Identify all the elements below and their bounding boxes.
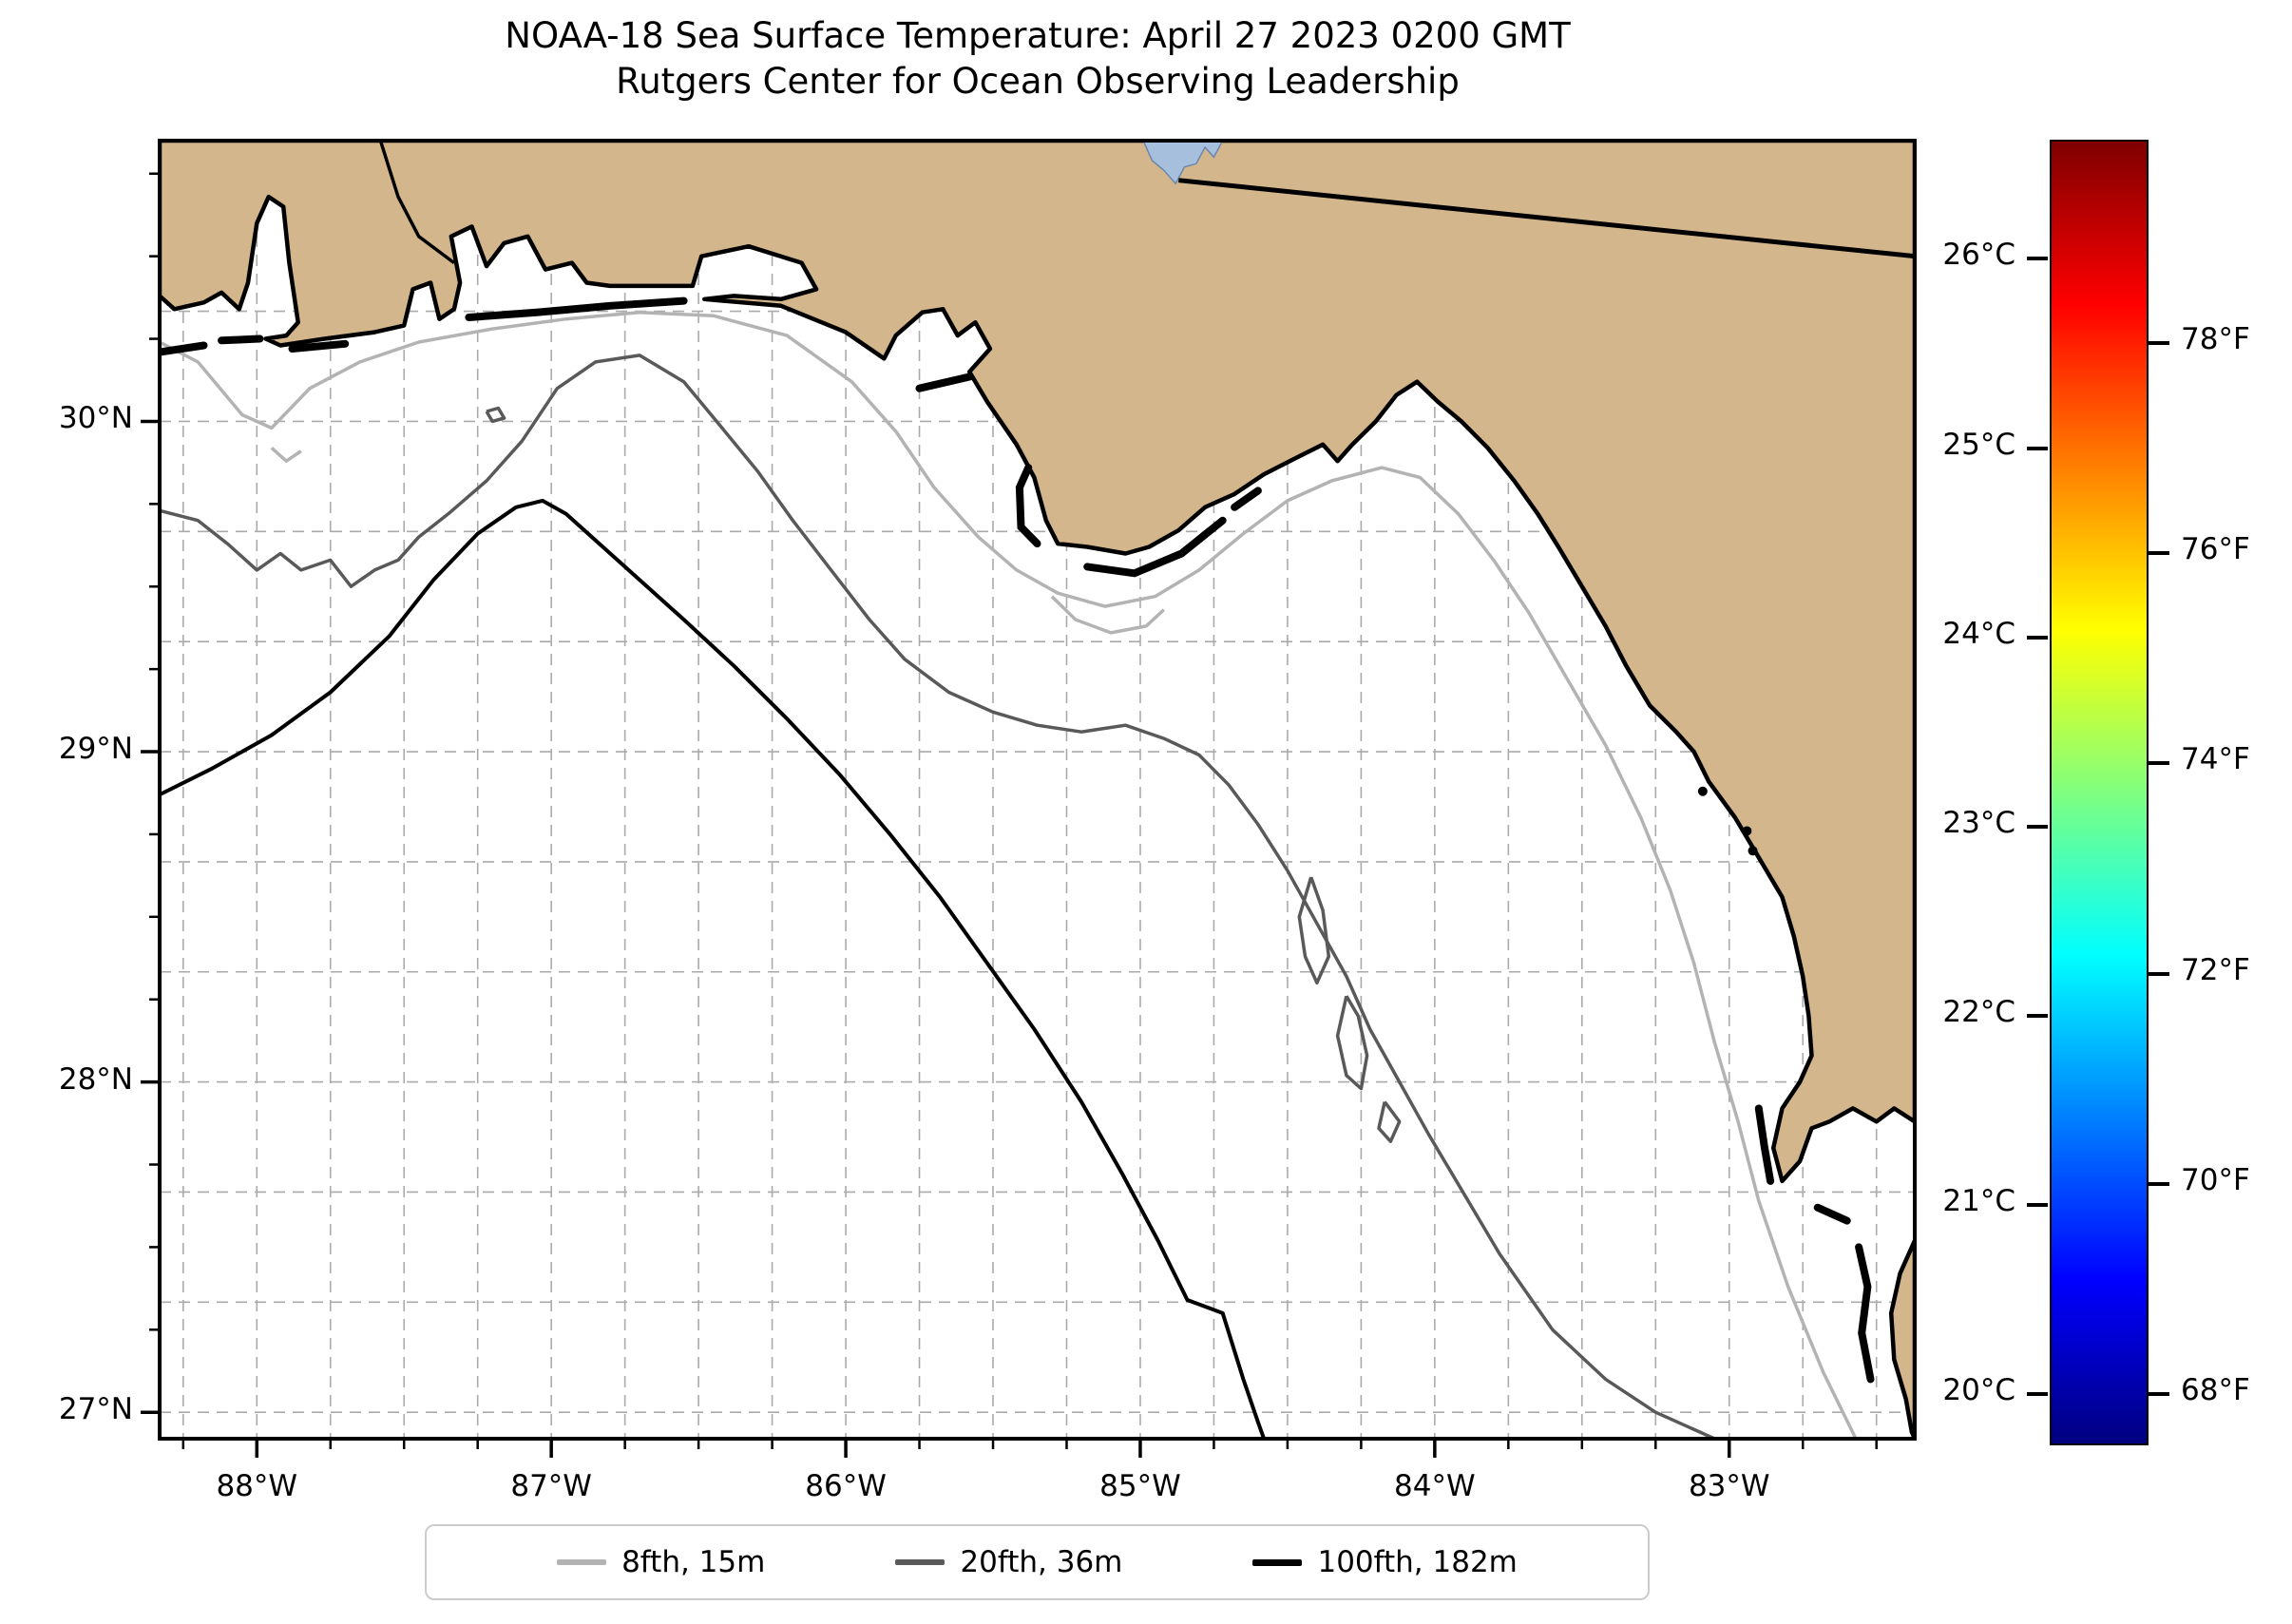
colorbar-tick <box>2149 1181 2169 1186</box>
state-border-line <box>1178 178 1915 259</box>
colorbar-tick <box>2027 635 2048 640</box>
colorbar-fahrenheit-label: 72°F <box>2181 952 2250 987</box>
barrier-island <box>218 334 264 345</box>
x-tick-label: 85°W <box>1099 1469 1181 1503</box>
colorbar-tick <box>2149 971 2169 976</box>
colorbar-tick <box>2027 446 2048 450</box>
islet-dot <box>1697 786 1708 796</box>
colorbar <box>2050 140 2149 1445</box>
islet-dot <box>1748 846 1758 856</box>
colorbar-tick <box>2149 1392 2169 1397</box>
legend-item-100fth: 100fth, 182m <box>1252 1545 1518 1579</box>
y-tick-label: 30°N <box>58 401 133 436</box>
contour-20fth <box>1335 995 1369 1091</box>
legend-item-20fth: 20fth, 36m <box>895 1545 1122 1579</box>
colorbar-celsius-label: 22°C <box>1942 994 2015 1029</box>
colorbar-tick <box>2149 761 2169 766</box>
land-polygon <box>160 141 1915 1184</box>
colorbar-celsius-label: 26°C <box>1942 238 2015 273</box>
contour-8fth <box>270 446 302 463</box>
barrier-island <box>1083 516 1227 578</box>
contour-20fth <box>1377 1100 1402 1143</box>
y-tick-label: 29°N <box>58 732 133 767</box>
legend-label-20fth: 20fth, 36m <box>960 1545 1123 1579</box>
x-tick-label: 87°W <box>510 1469 592 1503</box>
y-tick-label: 28°N <box>58 1061 133 1097</box>
colorbar-fahrenheit-label: 68°F <box>2181 1373 2250 1408</box>
contour-100fth <box>160 498 1266 1439</box>
barrier-island <box>1231 487 1262 511</box>
colorbar-fahrenheit-label: 76°F <box>2181 532 2250 567</box>
colorbar-celsius-label: 25°C <box>1942 427 2015 462</box>
legend-label-8fth: 8fth, 15m <box>621 1545 766 1579</box>
barrier-island <box>465 296 688 321</box>
contour-20fth <box>160 353 1716 1439</box>
colorbar-tick <box>2027 824 2048 829</box>
colorbar-celsius-label: 20°C <box>1942 1373 2015 1408</box>
barrier-island <box>288 339 350 353</box>
contour-20fth <box>1297 876 1331 985</box>
colorbar-celsius-label: 24°C <box>1942 616 2015 651</box>
contour-20fth <box>485 406 506 424</box>
islet-dot <box>1742 826 1752 836</box>
legend-label-100fth: 100fth, 182m <box>1317 1545 1518 1579</box>
colorbar-tick <box>2149 340 2169 345</box>
y-tick-label: 27°N <box>58 1392 133 1427</box>
contour-8fth <box>1050 595 1165 635</box>
x-tick-label: 83°W <box>1688 1469 1770 1503</box>
colorbar-fahrenheit-label: 74°F <box>2181 742 2250 777</box>
barrier-island <box>1813 1203 1851 1225</box>
x-tick-label: 88°W <box>216 1469 298 1503</box>
barrier-island <box>1855 1243 1875 1384</box>
lake-polygon <box>1142 141 1224 185</box>
legend-line-20fth-swatch <box>895 1559 945 1565</box>
colorbar-tick <box>2027 1013 2048 1018</box>
river-line <box>378 141 455 265</box>
contour-8fth <box>160 310 1858 1439</box>
colorbar-celsius-label: 21°C <box>1942 1184 2015 1219</box>
colorbar-fahrenheit-label: 78°F <box>2181 321 2250 356</box>
x-tick-label: 86°W <box>805 1469 887 1503</box>
barrier-island <box>160 341 208 356</box>
page-title: NOAA-18 Sea Surface Temperature: April 2… <box>505 15 1571 56</box>
colorbar-tick <box>2027 1392 2048 1397</box>
colorbar-celsius-label: 23°C <box>1942 805 2015 840</box>
colorbar-tick <box>2027 1203 2048 1208</box>
barrier-island <box>915 373 974 392</box>
legend-line-100fth-swatch <box>1252 1558 1303 1566</box>
axes-border <box>158 139 1917 1441</box>
x-tick-label: 84°W <box>1394 1469 1476 1503</box>
barrier-island <box>1754 1104 1775 1185</box>
colorbar-tick <box>2027 257 2048 261</box>
legend-item-8fth: 8fth, 15m <box>557 1545 765 1579</box>
legend-line-8fth-swatch <box>557 1559 607 1565</box>
page-subtitle: Rutgers Center for Ocean Observing Leade… <box>616 61 1460 102</box>
colorbar-fahrenheit-label: 70°F <box>2181 1162 2250 1197</box>
barrier-island <box>1015 464 1041 548</box>
colorbar-tick <box>2149 551 2169 556</box>
contour-legend: 8fth, 15m 20fth, 36m 100fth, 182m <box>425 1524 1650 1600</box>
